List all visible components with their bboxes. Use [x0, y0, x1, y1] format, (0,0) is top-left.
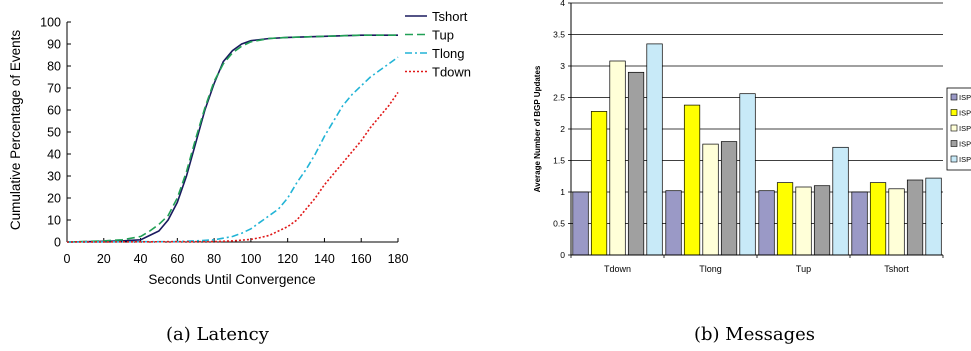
latency-legend: Tshort Tup Tlong Tdown — [405, 9, 471, 80]
bar-tup-isp3 — [795, 186, 812, 256]
bar-tup-isp4 — [813, 185, 831, 256]
messages-chart: 0 0.5 1 1.5 2 2.5 3 3.5 4 Tdown Tlong Tup Tshort ISP… — [533, 0, 971, 274]
bar-tdown-isp3 — [609, 60, 626, 256]
x-tick-label: 100 — [240, 252, 261, 266]
messages-bars — [572, 43, 942, 256]
bar-tlong-isp1 — [665, 190, 682, 256]
series-line-tshort — [66, 34, 398, 243]
x-tick-label: 40 — [134, 252, 148, 266]
y-tick-label: 10 — [47, 214, 61, 228]
bar-tshort-isp5 — [925, 177, 942, 256]
y-tick-label: 40 — [47, 148, 61, 162]
y-tick-label: 1.5 — [553, 156, 565, 166]
y-tick-label: 90 — [47, 38, 61, 52]
y-tick-label: 100 — [40, 16, 61, 30]
bar-tlong-isp5 — [739, 93, 756, 256]
y-tick-label: 3.5 — [553, 30, 565, 40]
latency-axes — [66, 21, 399, 243]
legend-label-tlong: Tlong — [432, 46, 465, 61]
bar-tlong-isp2 — [683, 104, 701, 256]
y-tick-label: 80 — [47, 60, 61, 74]
bar-tlong-isp4 — [720, 141, 738, 256]
y-tick-label: 4 — [560, 0, 565, 8]
x-tick-label: 60 — [170, 252, 184, 266]
x-tick-label: 180 — [388, 252, 409, 266]
series-line-tup — [66, 34, 398, 243]
bar-tup-isp5 — [832, 146, 849, 256]
x-tick-label: 80 — [207, 252, 221, 266]
legend-swatch-isp1 — [950, 93, 958, 101]
y-axis-label: Average Number of BGP Updates — [533, 65, 542, 192]
y-axis-label: Cumulative Percentage of Events — [8, 30, 23, 231]
x-tick-label: Tshort — [884, 264, 909, 274]
y-tick-label: 0.5 — [553, 219, 565, 229]
latency-series — [66, 34, 399, 243]
bar-tshort-isp2 — [869, 182, 887, 256]
legend-label-tshort: Tshort — [432, 9, 468, 24]
y-tick-label: 1 — [560, 187, 565, 197]
series-line-tlong — [66, 56, 399, 243]
bar-tdown-isp4 — [627, 71, 645, 256]
x-tick-label: Tdown — [604, 264, 631, 274]
bar-tdown-isp1 — [572, 191, 589, 256]
x-tick-label: 120 — [277, 252, 298, 266]
x-tick-label: Tlong — [699, 264, 722, 274]
bar-tshort-isp1 — [851, 191, 868, 256]
legend-label-tup: Tup — [432, 28, 454, 43]
messages-legend: ISP1 ISP2 ISP3 ISP4 ISP5 — [946, 87, 971, 171]
caption-latency: (a) Latency — [166, 324, 269, 345]
legend-label-isp5: ISP5 — [959, 155, 971, 164]
legend-label-isp4: ISP4 — [959, 140, 971, 149]
legend-swatch-isp5 — [950, 155, 958, 163]
bar-tlong-isp3 — [702, 143, 719, 256]
series-line-tdown — [66, 91, 399, 243]
legend-swatch-isp2 — [950, 109, 958, 116]
x-tick-label: 160 — [351, 252, 372, 266]
y-tick-label: 30 — [47, 170, 61, 184]
y-tick-label: 3 — [560, 61, 565, 71]
x-tick-label: Tup — [796, 264, 811, 274]
y-tick-label: 70 — [47, 82, 61, 96]
legend-label-isp3: ISP3 — [959, 124, 971, 133]
x-tick-label: 20 — [97, 252, 111, 266]
legend-swatch-isp3 — [950, 124, 958, 132]
latency-chart: 0 20 40 60 80 100 120 140 160 180 0 10 20 30 40 50 60 70 8… — [8, 9, 471, 287]
y-tick-label: 50 — [47, 126, 61, 140]
bar-tdown-isp5 — [646, 43, 663, 256]
legend-swatch-isp4 — [950, 140, 958, 147]
y-tick-label: 60 — [47, 104, 61, 118]
y-tick-label: 0 — [560, 250, 565, 260]
legend-label-tdown: Tdown — [432, 65, 471, 80]
x-tick-label: 140 — [314, 252, 335, 266]
bar-tshort-isp4 — [906, 179, 924, 256]
caption-messages: (b) Messages — [694, 324, 815, 345]
y-tick-label: 20 — [47, 192, 61, 206]
y-tick-label: 0 — [54, 236, 61, 250]
x-tick-label: 0 — [64, 252, 71, 266]
bar-tshort-isp3 — [888, 188, 905, 256]
bar-tup-isp2 — [776, 182, 794, 256]
latency-tick-labels: 0 20 40 60 80 100 120 140 160 180 0 10 20 30 40 50 60 70 8… — [40, 16, 408, 267]
legend-label-isp2: ISP2 — [959, 109, 971, 118]
x-axis-label: Seconds Until Convergence — [148, 272, 315, 287]
messages-axes — [570, 3, 944, 258]
y-tick-label: 2 — [560, 124, 565, 134]
messages-tick-labels: 0 0.5 1 1.5 2 2.5 3 3.5 4 Tdown Tlong Tup Tshort — [553, 0, 909, 274]
legend-label-isp1: ISP1 — [959, 93, 971, 102]
y-tick-label: 2.5 — [553, 93, 565, 103]
bar-tdown-isp2 — [590, 111, 608, 256]
bar-tup-isp1 — [758, 190, 775, 256]
